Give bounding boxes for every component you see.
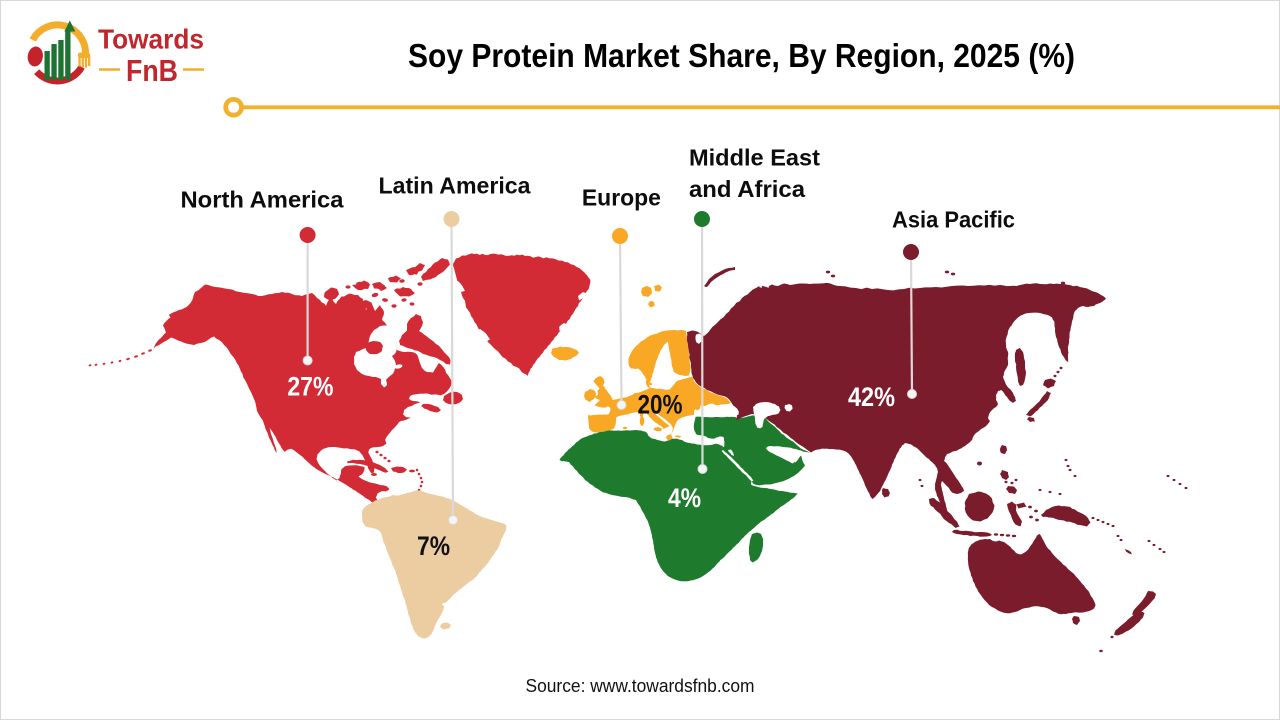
svg-text:27%: 27% [287,372,333,402]
svg-text:North America: North America [181,187,344,213]
svg-text:20%: 20% [638,390,683,420]
svg-text:FnB: FnB [126,53,178,88]
svg-text:Soy Protein Market Share, By R: Soy Protein Market Share, By Region, 202… [408,37,1075,74]
svg-text:and Africa: and Africa [689,176,805,202]
svg-text:Latin America: Latin America [379,173,531,199]
svg-text:7%: 7% [417,531,450,561]
svg-text:42%: 42% [848,382,895,412]
svg-text:Europe: Europe [582,185,661,211]
svg-text:Source: www.towardsfnb.com: Source: www.towardsfnb.com [526,675,755,696]
svg-text:4%: 4% [668,483,701,513]
svg-text:Asia Pacific: Asia Pacific [892,207,1015,233]
svg-text:Towards: Towards [98,24,204,55]
svg-text:Middle East: Middle East [689,145,820,171]
